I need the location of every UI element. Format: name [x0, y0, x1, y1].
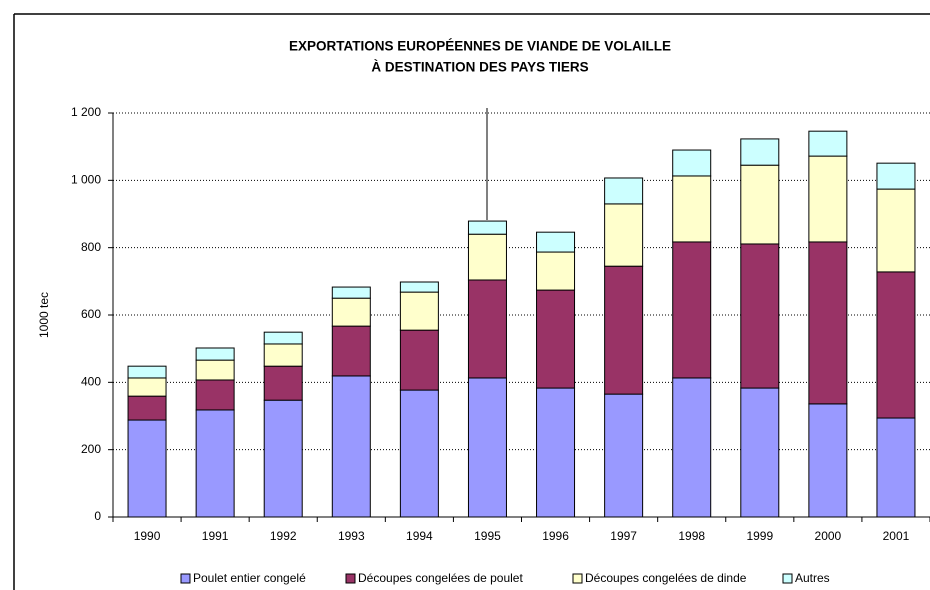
bar-segment	[808, 403, 848, 518]
x-tick-label: 1994	[406, 529, 433, 543]
bar-segment	[536, 251, 576, 291]
bar-segment	[808, 241, 848, 405]
x-tick-label: 1997	[610, 529, 637, 543]
legend-label: Poulet entier congelé	[193, 571, 306, 585]
x-tick-label: 1991	[202, 529, 229, 543]
x-tick-label: 1993	[338, 529, 365, 543]
bar-segment	[740, 164, 780, 245]
bar-segment	[672, 175, 712, 243]
bar-segment	[127, 365, 167, 379]
bar-segment	[876, 162, 916, 190]
legend-swatch	[345, 573, 356, 584]
x-tick-label: 1998	[678, 529, 705, 543]
bar-segment	[672, 241, 712, 379]
bar-segment	[740, 243, 780, 389]
y-tick-label: 400	[81, 375, 101, 389]
bar-segment	[536, 289, 576, 389]
bar-segment	[331, 325, 371, 377]
bar-segment	[672, 377, 712, 518]
y-tick-label: 800	[81, 240, 101, 254]
chart-title: EXPORTATIONS EUROPÉENNES DE VIANDE DE VO…	[289, 39, 671, 54]
bar-segment	[876, 188, 916, 273]
bar-segment	[808, 130, 848, 157]
x-tick-label: 1996	[542, 529, 569, 543]
bar-segment	[536, 231, 576, 253]
bar-segment	[672, 149, 712, 177]
bar-segment	[331, 375, 371, 518]
bar-segment	[740, 387, 780, 518]
bar-segment	[195, 347, 235, 361]
bar-segment	[263, 343, 303, 367]
legend-label: Découpes congelées de poulet	[358, 571, 523, 585]
bar-segment	[195, 379, 235, 411]
legend-swatch	[180, 573, 191, 584]
x-tick-label: 1992	[270, 529, 297, 543]
bar-segment	[195, 359, 235, 381]
bar-segment	[127, 377, 167, 397]
y-tick-label: 200	[81, 442, 101, 456]
bar-segment	[331, 286, 371, 299]
bar-segment	[399, 389, 439, 518]
y-tick-label: 1 000	[71, 173, 101, 187]
bar-segment	[467, 233, 507, 281]
bar-segment	[876, 417, 916, 518]
y-tick-label: 600	[81, 307, 101, 321]
bar-segment	[467, 377, 507, 518]
bar-segment	[604, 265, 644, 395]
y-tick-label: 1 200	[71, 105, 101, 119]
legend-swatch	[782, 573, 793, 584]
bar-segment	[740, 138, 780, 166]
bar-segment	[536, 387, 576, 518]
chart-subtitle: À DESTINATION DES PAYS TIERS	[371, 60, 588, 75]
bar-segment	[263, 365, 303, 401]
bar-segment	[876, 271, 916, 419]
bar-segment	[263, 399, 303, 518]
bar-segment	[399, 329, 439, 391]
bar-segment	[399, 281, 439, 293]
bar-segment	[399, 291, 439, 331]
bar-segment	[604, 393, 644, 518]
bar-segment	[263, 331, 303, 345]
bar-segment	[604, 177, 644, 205]
x-tick-label: 1990	[134, 529, 161, 543]
legend-label: Autres	[795, 571, 830, 585]
x-tick-label: 1995	[474, 529, 501, 543]
y-axis-label: 1000 tec	[37, 292, 51, 338]
bar-segment	[467, 220, 507, 235]
y-tick-label: 0	[94, 509, 101, 523]
x-tick-label: 2000	[815, 529, 842, 543]
bar-segment	[127, 419, 167, 518]
bar-segment	[808, 155, 848, 243]
bar-segment	[127, 395, 167, 421]
x-tick-label: 2001	[883, 529, 910, 543]
legend-label: Découpes congelées de dinde	[585, 571, 747, 585]
bar-segment	[604, 203, 644, 267]
bar-segment	[331, 297, 371, 327]
x-tick-label: 1999	[746, 529, 773, 543]
bar-segment	[195, 409, 235, 518]
legend-swatch	[572, 573, 583, 584]
bar-segment	[467, 279, 507, 379]
